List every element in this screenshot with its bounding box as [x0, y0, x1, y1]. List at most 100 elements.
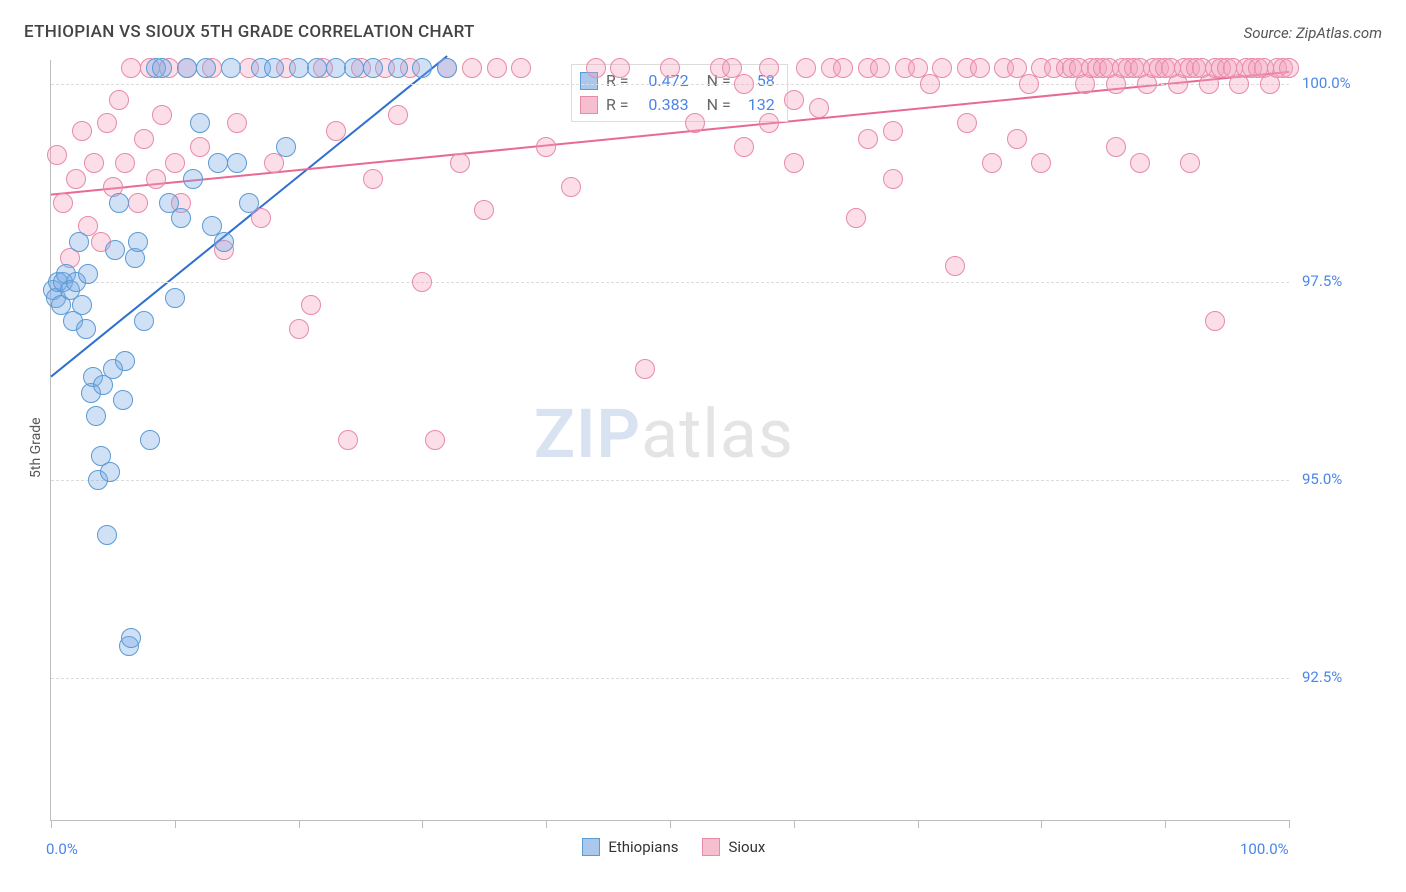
- sioux-point: [425, 430, 445, 450]
- ethiopians-point: [86, 406, 106, 426]
- gridline: [51, 480, 1289, 481]
- r-label: R =: [606, 93, 629, 117]
- legend-item-ethiopians: Ethiopians: [582, 838, 678, 856]
- sioux-point: [190, 137, 210, 157]
- sioux-point: [474, 200, 494, 220]
- watermark-atlas: atlas: [641, 394, 794, 474]
- sioux-point: [363, 169, 383, 189]
- sioux-point: [128, 193, 148, 213]
- ethiopians-point: [388, 58, 408, 78]
- sioux-point: [338, 430, 358, 450]
- ethiopians-point: [183, 169, 203, 189]
- sioux-swatch-icon: [580, 96, 598, 114]
- sioux-point: [53, 193, 73, 213]
- y-tick-label: 92.5%: [1302, 668, 1342, 686]
- sioux-point: [970, 58, 990, 78]
- legend-label: Sioux: [728, 838, 765, 856]
- ethiopians-point: [113, 390, 133, 410]
- sioux-point: [511, 58, 531, 78]
- ethiopians-point: [208, 153, 228, 173]
- x-tick: [1165, 820, 1166, 828]
- sioux-point: [72, 121, 92, 141]
- sioux-point: [660, 58, 680, 78]
- sioux-point: [846, 208, 866, 228]
- ethiopians-point: [97, 525, 117, 545]
- sioux-point: [1130, 153, 1150, 173]
- sioux-point: [858, 129, 878, 149]
- ethiopians-point: [326, 58, 346, 78]
- y-tick-label: 97.5%: [1302, 272, 1342, 290]
- x-tick: [175, 820, 176, 828]
- gridline: [51, 282, 1289, 283]
- sioux-point: [121, 58, 141, 78]
- sioux-point: [412, 272, 432, 292]
- y-tick-label: 95.0%: [1302, 470, 1342, 488]
- sioux-point: [388, 105, 408, 125]
- y-axis-label: 5th Grade: [28, 417, 44, 478]
- ethiopians-point: [221, 58, 241, 78]
- watermark: ZIPatlas: [534, 394, 794, 474]
- ethiopians-point: [171, 208, 191, 228]
- x-tick: [670, 820, 671, 828]
- x-tick: [1041, 820, 1042, 828]
- ethiopians-point: [412, 58, 432, 78]
- x-axis-end-label: 100.0%: [1240, 840, 1289, 858]
- sioux-point: [84, 153, 104, 173]
- sioux-point: [870, 58, 890, 78]
- sioux-point: [809, 98, 829, 118]
- x-axis-start-label: 0.0%: [46, 840, 78, 858]
- n-label: N =: [707, 93, 731, 117]
- ethiopians-point: [78, 264, 98, 284]
- sioux-point: [759, 58, 779, 78]
- sioux-point: [932, 58, 952, 78]
- legend-label: Ethiopians: [608, 838, 678, 856]
- x-tick: [546, 820, 547, 828]
- ethiopians-point: [307, 58, 327, 78]
- sioux-point: [635, 359, 655, 379]
- sioux-point: [115, 153, 135, 173]
- ethiopians-point: [289, 58, 309, 78]
- sioux-point: [66, 169, 86, 189]
- ethiopians-point: [227, 153, 247, 173]
- x-tick: [422, 820, 423, 828]
- sioux-point: [146, 169, 166, 189]
- legend-item-sioux: Sioux: [702, 838, 765, 856]
- sioux-point: [561, 177, 581, 197]
- sioux-point: [610, 58, 630, 78]
- x-tick: [794, 820, 795, 828]
- ethiopians-point: [105, 240, 125, 260]
- ethiopians-point: [437, 58, 457, 78]
- series-legend: Ethiopians Sioux: [582, 838, 765, 856]
- sioux-point: [1007, 129, 1027, 149]
- y-tick-label: 100.0%: [1302, 74, 1351, 92]
- ethiopians-point: [72, 295, 92, 315]
- sioux-point: [301, 295, 321, 315]
- ethiopians-point: [76, 319, 96, 339]
- ethiopians-point: [121, 628, 141, 648]
- sioux-point: [109, 90, 129, 110]
- sioux-point: [784, 153, 804, 173]
- sioux-point: [586, 58, 606, 78]
- ethiopians-point: [128, 232, 148, 252]
- sioux-point: [487, 58, 507, 78]
- sioux-point: [326, 121, 346, 141]
- sioux-point: [462, 58, 482, 78]
- sioux-point: [152, 105, 172, 125]
- sioux-point: [945, 256, 965, 276]
- x-tick: [299, 820, 300, 828]
- sioux-point: [957, 113, 977, 133]
- sioux-point: [97, 113, 117, 133]
- r-value: 0.383: [637, 93, 689, 117]
- ethiopians-point: [264, 58, 284, 78]
- ethiopians-point: [344, 58, 364, 78]
- ethiopians-point: [134, 311, 154, 331]
- ethiopians-swatch-icon: [582, 838, 600, 856]
- sioux-point: [450, 153, 470, 173]
- sioux-point: [982, 153, 1002, 173]
- sioux-point: [1205, 311, 1225, 331]
- sioux-point: [796, 58, 816, 78]
- sioux-point: [734, 74, 754, 94]
- x-tick: [918, 820, 919, 828]
- sioux-point: [536, 137, 556, 157]
- sioux-point: [1180, 153, 1200, 173]
